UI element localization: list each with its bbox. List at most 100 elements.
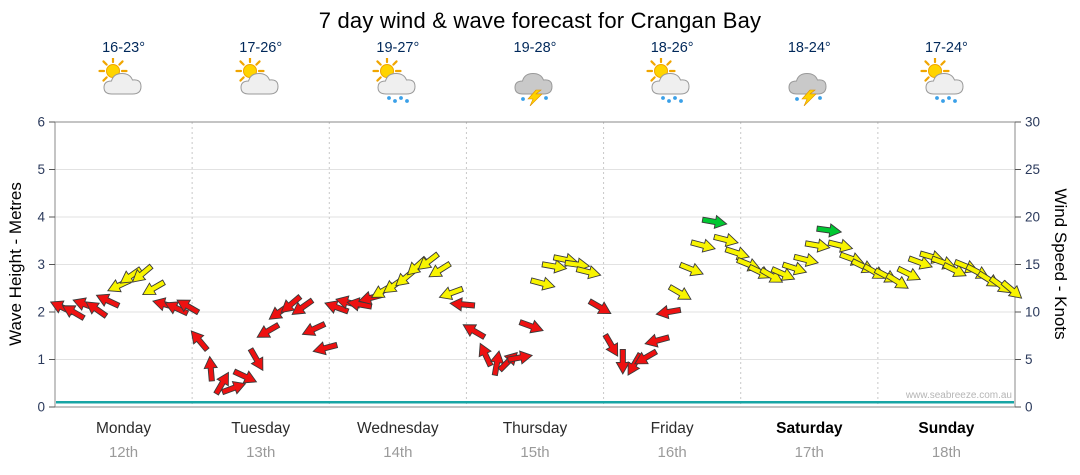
wind-arrow bbox=[203, 355, 218, 382]
wind-arrow-glyph bbox=[190, 330, 210, 352]
day-temp-range: 16-23° bbox=[102, 40, 145, 56]
wind-arrow-glyph bbox=[478, 342, 494, 368]
wind-arrow-glyph bbox=[489, 350, 505, 377]
wind-arrow-glyph bbox=[247, 347, 264, 372]
wind-arrow bbox=[176, 299, 201, 316]
wind-arrow-glyph bbox=[529, 276, 556, 291]
rain-drop bbox=[673, 96, 678, 100]
rain-drop bbox=[953, 99, 958, 103]
wind-arrow bbox=[489, 350, 505, 377]
day-date-label: 17th bbox=[794, 444, 824, 461]
day-date-label: 15th bbox=[520, 444, 550, 461]
wind-arrow-glyph bbox=[301, 321, 327, 336]
wind-arrow-glyph bbox=[428, 261, 452, 278]
wind-arrow-glyph bbox=[655, 304, 682, 320]
storm-rain-icon bbox=[514, 72, 553, 106]
wind-arrow-glyph bbox=[690, 238, 716, 253]
wind-arrow-glyph bbox=[942, 262, 967, 277]
wind-arrow-glyph bbox=[164, 301, 190, 317]
wind-arrow bbox=[896, 265, 922, 281]
day-header: 18-24° bbox=[754, 40, 864, 111]
day-date-label: 13th bbox=[246, 444, 276, 461]
watermark: www.seabreeze.com.au bbox=[905, 390, 1012, 401]
wind-arrow bbox=[131, 263, 154, 283]
wind-arrow bbox=[256, 322, 281, 338]
wind-arrow bbox=[724, 246, 751, 261]
wind-arrow-glyph bbox=[885, 272, 909, 289]
sun-ray bbox=[117, 60, 124, 66]
wind-arrow bbox=[541, 259, 568, 274]
left-axis-tick-label: 1 bbox=[37, 352, 45, 367]
wind-arrow bbox=[793, 252, 820, 267]
wind-arrow-glyph bbox=[678, 261, 704, 277]
wind-arrow-glyph bbox=[312, 341, 339, 356]
lightning-bolt bbox=[527, 89, 543, 106]
wind-arrow bbox=[61, 305, 86, 321]
cloud-shape bbox=[651, 72, 690, 95]
wind-arrow bbox=[301, 321, 327, 336]
sun-ray bbox=[666, 60, 672, 66]
cloud-shape bbox=[925, 72, 964, 95]
wind-arrow bbox=[247, 347, 264, 372]
wind-arrow bbox=[529, 276, 556, 291]
wind-arrow-glyph bbox=[644, 333, 671, 348]
wind-arrow-glyph bbox=[724, 246, 751, 261]
rain-drop bbox=[392, 99, 397, 103]
right-axis-tick-label: 25 bbox=[1025, 162, 1040, 177]
wind-arrow bbox=[770, 266, 796, 281]
day-temp-range: 17-26° bbox=[239, 40, 283, 56]
rain-drop bbox=[947, 96, 952, 100]
wind-arrow-glyph bbox=[141, 279, 166, 296]
wind-arrow-glyph bbox=[518, 319, 544, 334]
sun-ray bbox=[239, 76, 245, 82]
wind-arrow-glyph bbox=[256, 322, 281, 338]
wind-arrow bbox=[634, 348, 659, 365]
day-temp-range: 17-24° bbox=[924, 40, 968, 56]
wind-arrow-glyph bbox=[1000, 279, 1023, 299]
wind-arrow bbox=[667, 284, 692, 300]
wind-arrow bbox=[478, 342, 494, 368]
wind-arrow bbox=[507, 350, 534, 365]
wind-arrow-glyph bbox=[131, 263, 154, 283]
sun-ray bbox=[650, 76, 656, 82]
cloud-shape bbox=[103, 72, 142, 95]
cloud-shape bbox=[788, 72, 827, 95]
wind-arrow bbox=[141, 279, 166, 296]
wind-arrow bbox=[644, 333, 671, 348]
cloud-shape bbox=[377, 72, 416, 95]
wind-arrow bbox=[615, 348, 631, 375]
day-header: 19-27° bbox=[343, 40, 453, 111]
day-header: 17-24° bbox=[891, 40, 1001, 111]
day-name-label: Saturday bbox=[776, 420, 843, 437]
wind-arrow-glyph bbox=[438, 285, 464, 301]
left-axis-tick-label: 2 bbox=[37, 305, 45, 320]
wind-arrow bbox=[942, 262, 967, 277]
sun-ray bbox=[101, 76, 108, 82]
wind-arrow-glyph bbox=[713, 232, 739, 247]
day-name-label: Friday bbox=[650, 420, 694, 437]
wind-arrow bbox=[85, 301, 109, 319]
wind-arrow-glyph bbox=[781, 261, 808, 276]
left-axis-tick-label: 5 bbox=[37, 162, 45, 177]
wind-arrow bbox=[701, 214, 728, 230]
storm-icon bbox=[788, 72, 827, 106]
wind-arrow-glyph bbox=[324, 300, 350, 315]
day-header: 16-23° bbox=[69, 40, 179, 111]
wind-arrow-glyph bbox=[541, 259, 568, 274]
day-temp-range: 18-24° bbox=[787, 40, 831, 56]
wind-arrow bbox=[602, 332, 619, 357]
wind-arrow-glyph bbox=[95, 293, 121, 309]
wind-arrow bbox=[781, 261, 808, 276]
wind-arrow-glyph bbox=[176, 299, 201, 316]
day-name-label: Sunday bbox=[918, 420, 975, 437]
day-date-label: 16th bbox=[657, 444, 687, 461]
wind-arrow-glyph bbox=[804, 238, 831, 253]
sun-ray bbox=[940, 60, 947, 66]
rain-drop bbox=[404, 99, 409, 103]
wind-arrow bbox=[428, 261, 452, 278]
wind-arrow bbox=[1000, 279, 1023, 299]
wind-arrow bbox=[885, 272, 909, 289]
wind-arrow bbox=[655, 304, 682, 320]
cloud-shape bbox=[240, 72, 279, 95]
